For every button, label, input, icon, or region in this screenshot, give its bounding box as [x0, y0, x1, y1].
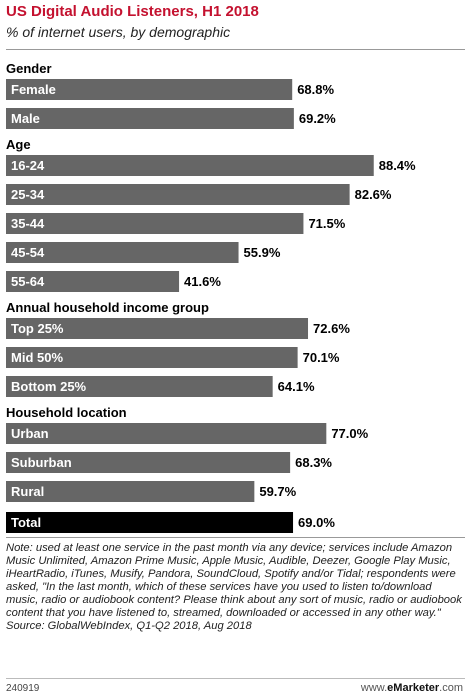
bar-label: Rural — [11, 484, 44, 499]
bar — [6, 79, 293, 100]
bar-label: 16-24 — [11, 158, 45, 173]
bar — [6, 376, 273, 397]
bar-value: 64.1% — [278, 379, 315, 394]
bar-label: Top 25% — [11, 321, 64, 336]
bar-value: 59.7% — [259, 484, 296, 499]
brand-name: eMarketer — [387, 682, 440, 694]
brand-suffix: .com — [439, 682, 463, 694]
bar-label: Urban — [11, 426, 49, 441]
bar — [6, 213, 304, 234]
bar-chart: Gender Female 68.8% Male 69.2% Age 16-24 88.4% 2… — [6, 61, 416, 533]
bar-value: 68.8% — [297, 82, 334, 97]
bar — [6, 155, 374, 176]
group-label: Age — [6, 137, 31, 152]
chart-id: 240919 — [6, 683, 40, 694]
footer-divider — [6, 678, 465, 679]
group-label: Annual household income group — [6, 300, 209, 315]
chart-title: US Digital Audio Listeners, H1 2018 — [6, 3, 259, 20]
bar-label: Male — [11, 111, 40, 126]
chart-subtitle: % of internet users, by demographic — [6, 24, 231, 40]
group-label: Gender — [6, 61, 52, 76]
bar — [6, 481, 255, 502]
bar-value: 82.6% — [355, 187, 392, 202]
bar — [6, 452, 291, 473]
bar-value: 71.5% — [308, 216, 345, 231]
bar — [6, 242, 239, 263]
source-text: Source: GlobalWebIndex, Q1-Q2 2018, Aug … — [6, 620, 252, 632]
bar-label: Female — [11, 82, 56, 97]
brand-logo[interactable]: www.eMarketer.com — [361, 682, 463, 694]
bar-value: 69.0% — [298, 515, 335, 530]
bar-label: 45-54 — [11, 245, 45, 260]
bar-value: 77.0% — [331, 426, 368, 441]
note-divider — [6, 537, 465, 538]
bar-label: Mid 50% — [11, 350, 63, 365]
bar — [6, 108, 294, 129]
bar-value: 68.3% — [295, 455, 332, 470]
bar-label: Suburban — [11, 455, 72, 470]
bar-label: 25-34 — [11, 187, 45, 202]
bar — [6, 184, 350, 205]
group-label: Household location — [6, 405, 127, 420]
bar — [6, 271, 180, 292]
chart-note: Note: used at least one service in the p… — [6, 542, 466, 633]
bar-value: 70.1% — [303, 350, 340, 365]
bar — [6, 512, 294, 533]
footer: 240919 www.eMarketer.com — [0, 678, 471, 698]
bar — [6, 318, 309, 339]
bar-label: Total — [11, 515, 41, 530]
bar-value: 55.9% — [244, 245, 281, 260]
brand-prefix: www. — [360, 682, 388, 694]
bar-label: 35-44 — [11, 216, 45, 231]
title-divider — [6, 49, 465, 50]
bar — [6, 423, 327, 444]
bar-value: 41.6% — [184, 274, 221, 289]
bar-label: 55-64 — [11, 274, 45, 289]
bar-value: 69.2% — [299, 111, 336, 126]
bar-value: 72.6% — [313, 321, 350, 336]
bar-value: 88.4% — [379, 158, 416, 173]
note-text: Note: used at least one service in the p… — [6, 542, 462, 619]
bar — [6, 347, 298, 368]
bar-label: Bottom 25% — [11, 379, 87, 394]
